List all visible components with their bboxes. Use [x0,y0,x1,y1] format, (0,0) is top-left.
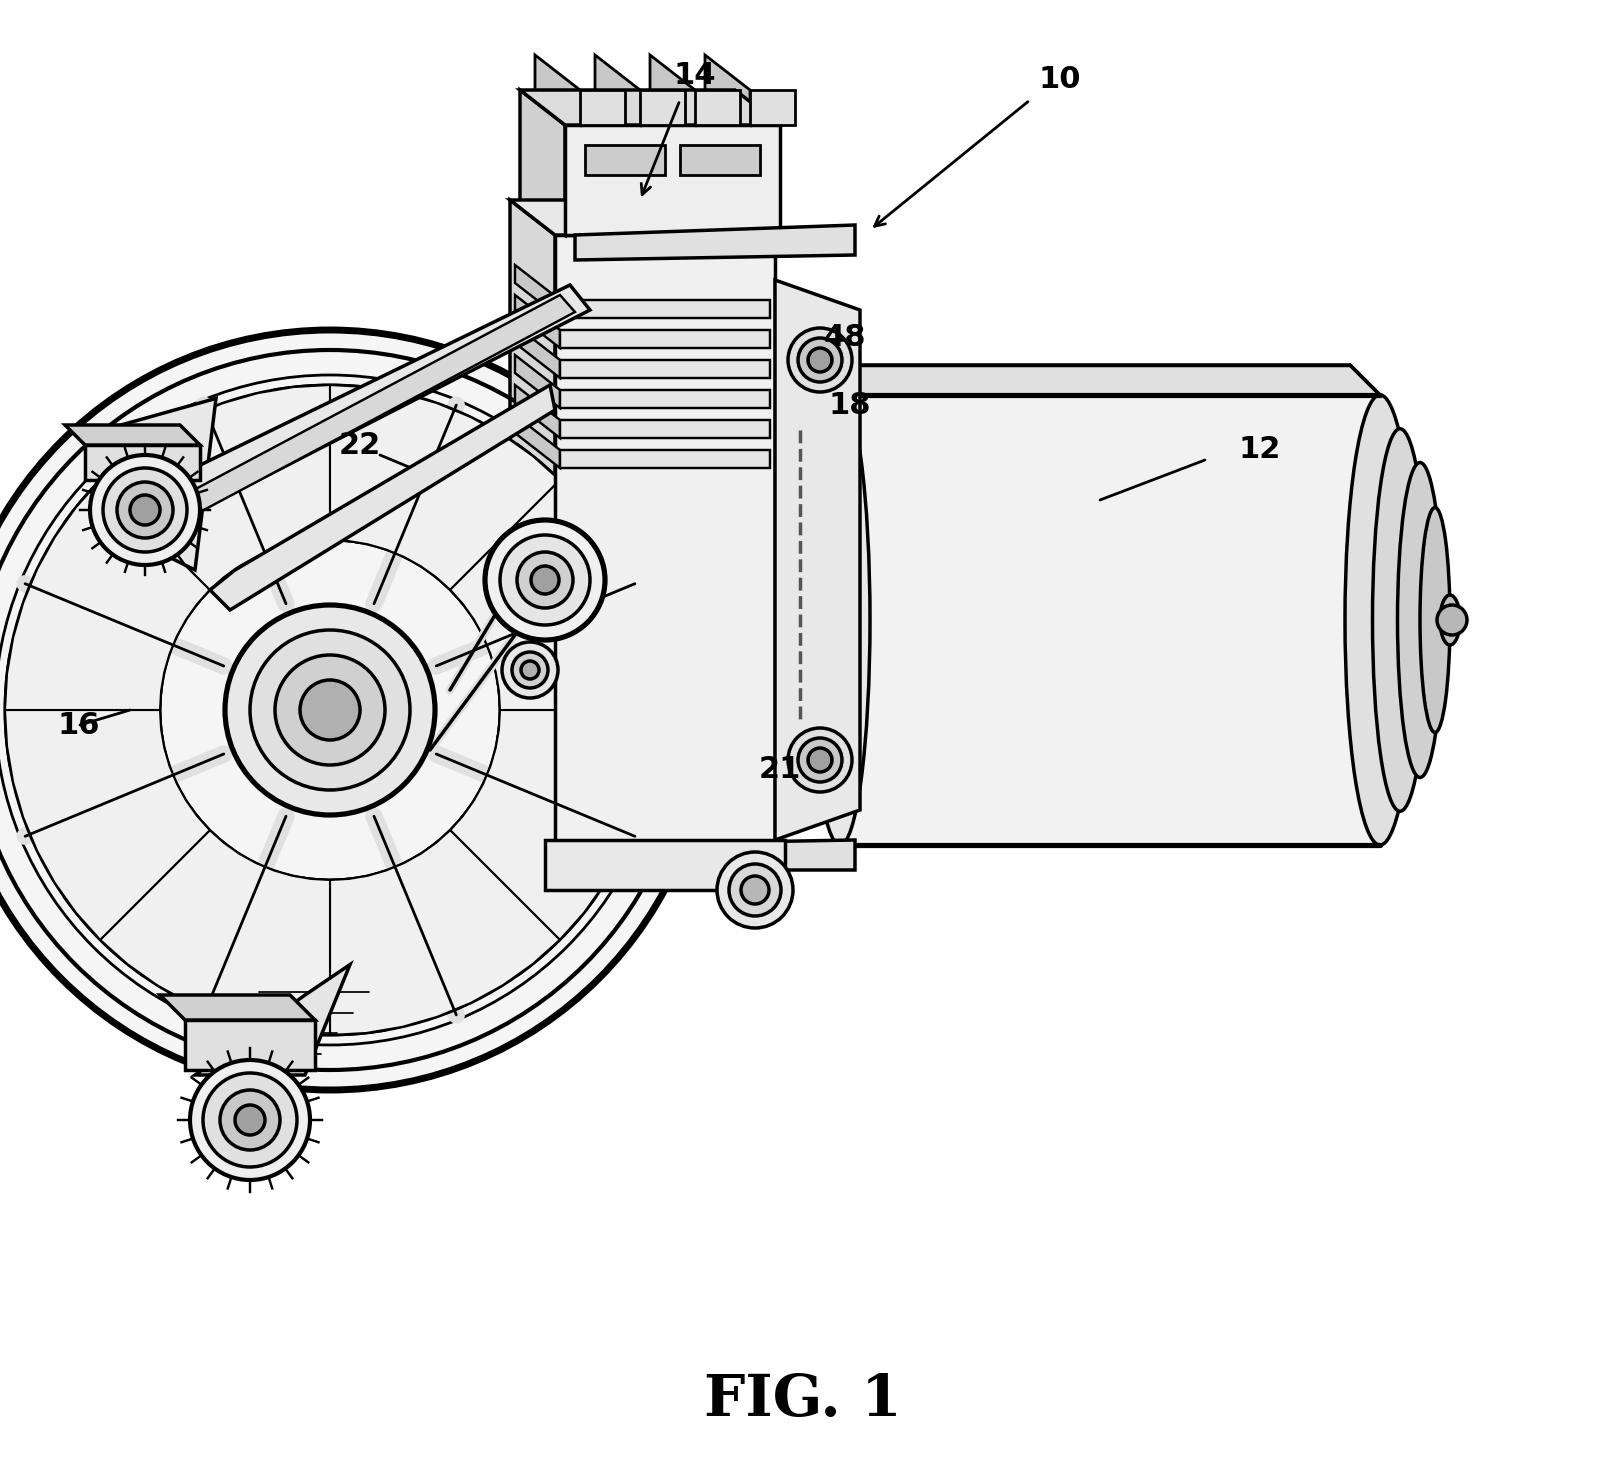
Polygon shape [515,385,560,438]
Text: 16: 16 [58,711,101,740]
Polygon shape [100,831,329,1035]
Circle shape [512,653,547,688]
Ellipse shape [1343,396,1414,845]
Polygon shape [534,55,579,126]
Polygon shape [555,235,775,870]
Polygon shape [520,91,565,235]
Ellipse shape [1372,429,1427,812]
Circle shape [502,642,557,698]
Circle shape [798,339,841,383]
Polygon shape [449,480,655,710]
Circle shape [716,853,793,929]
Circle shape [300,680,360,740]
Text: 22: 22 [339,431,380,460]
Circle shape [0,330,709,1091]
Ellipse shape [1419,508,1449,733]
Polygon shape [210,385,555,610]
Circle shape [1436,604,1465,635]
Polygon shape [185,1021,315,1070]
Polygon shape [515,295,560,347]
Polygon shape [575,225,854,260]
Text: 18: 18 [828,390,870,419]
Ellipse shape [809,396,870,845]
Polygon shape [575,839,854,870]
Circle shape [130,495,160,526]
Polygon shape [705,55,750,126]
Circle shape [798,737,841,783]
Polygon shape [839,396,1379,845]
Polygon shape [560,361,769,378]
Circle shape [225,604,435,815]
Text: 14: 14 [674,60,716,89]
Text: FIG. 1: FIG. 1 [703,1372,902,1428]
Polygon shape [515,355,560,407]
Polygon shape [560,299,769,318]
Text: 48: 48 [823,324,865,352]
Circle shape [807,748,831,772]
Polygon shape [5,710,210,940]
Polygon shape [565,126,780,235]
Polygon shape [120,399,215,569]
Polygon shape [510,200,555,870]
Ellipse shape [1440,596,1459,645]
Polygon shape [695,91,740,126]
Polygon shape [560,330,769,347]
Circle shape [520,661,539,679]
Polygon shape [160,996,315,1021]
Circle shape [202,1073,297,1167]
Polygon shape [750,91,794,126]
Polygon shape [449,710,655,940]
Polygon shape [85,445,201,480]
Polygon shape [640,91,685,126]
Polygon shape [329,831,560,1035]
Ellipse shape [1396,463,1441,778]
Polygon shape [809,365,1379,396]
Text: 12: 12 [1237,435,1281,464]
Circle shape [517,552,573,607]
Circle shape [90,456,201,565]
Circle shape [729,864,780,915]
Polygon shape [144,295,575,534]
Polygon shape [329,385,560,590]
Polygon shape [130,285,589,545]
Circle shape [234,1105,265,1134]
Polygon shape [5,480,210,710]
Polygon shape [679,145,759,175]
Polygon shape [515,326,560,378]
Circle shape [189,1060,310,1180]
Polygon shape [194,965,350,1075]
Polygon shape [515,415,560,469]
Polygon shape [515,266,560,318]
Circle shape [788,729,852,791]
Circle shape [220,1091,279,1150]
Circle shape [485,520,605,639]
Polygon shape [560,390,769,407]
Circle shape [499,534,589,625]
Polygon shape [520,91,780,126]
Polygon shape [650,55,695,126]
Text: 21: 21 [758,755,801,784]
Circle shape [788,328,852,391]
Polygon shape [544,839,785,891]
Polygon shape [775,280,859,840]
Polygon shape [64,425,201,445]
Circle shape [250,631,409,790]
Polygon shape [594,55,640,126]
Polygon shape [560,420,769,438]
Circle shape [103,469,186,552]
Polygon shape [100,385,329,590]
Circle shape [531,566,559,594]
Polygon shape [579,91,624,126]
Polygon shape [510,200,775,235]
Circle shape [117,482,173,537]
Polygon shape [584,145,664,175]
Circle shape [807,347,831,372]
Polygon shape [560,450,769,469]
Circle shape [740,876,769,904]
Text: 10: 10 [1038,66,1080,95]
Circle shape [274,656,385,765]
